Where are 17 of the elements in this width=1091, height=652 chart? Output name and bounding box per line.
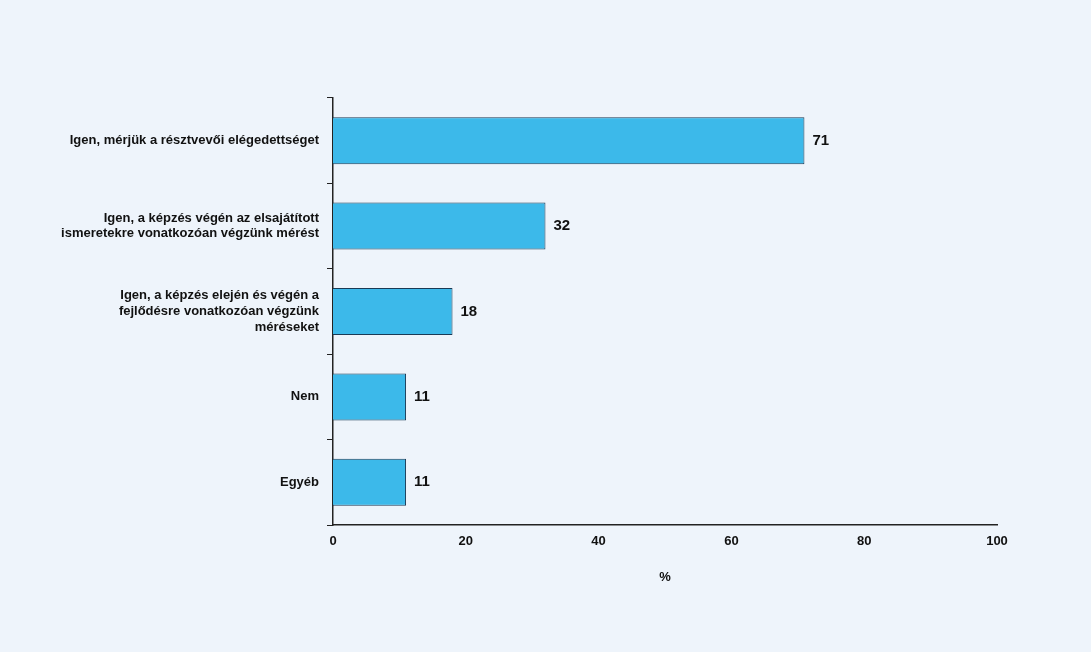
x-tick-label: 40 [591,533,606,549]
y-tick-label: Igen, a képzés elején és végén a fejlődésre vonatkozóan végzünk méréseket [118,287,320,334]
x-tick-label: 20 [458,533,474,549]
data-label: 11 [414,387,430,405]
data-label: 71 [812,130,830,148]
data-label: 11 [414,472,430,490]
y-tick-label: Igen, a képzés végén az elsajátított ismeretekre vonatkozóan végzünk mérést [61,209,320,241]
y-tick-label: Nem [290,388,319,404]
x-tick-label: 80 [856,533,872,549]
x-tick-label: 60 [724,533,739,549]
x-tick-label: 100 [986,533,1008,549]
data-label: 32 [553,216,571,234]
y-tick-label: Igen, mérjük a résztvevői elégedettséget [69,132,320,148]
data-label: 18 [460,301,478,319]
y-tick-label: Egyéb [279,473,320,489]
x-axis-title: % [659,568,672,584]
x-tick-label: 0 [329,533,337,549]
